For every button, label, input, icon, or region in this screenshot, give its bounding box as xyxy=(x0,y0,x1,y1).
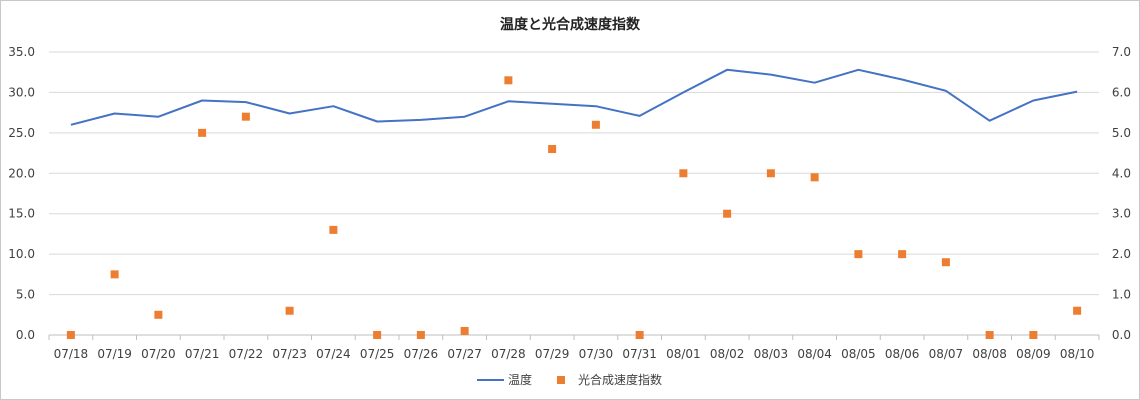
x-axis-tick-label: 08/05 xyxy=(841,347,876,361)
x-axis-tick-label: 08/03 xyxy=(754,347,789,361)
right-axis-tick-label: 0.0 xyxy=(1112,328,1131,342)
left-axis-ticks: 0.0 5.0 10.0 15.0 20.0 25.0 30.0 35.0 xyxy=(8,45,35,342)
series-layer xyxy=(66,68,1082,339)
left-axis-tick-label: 0.0 xyxy=(16,328,35,342)
x-axis-tick-label: 07/29 xyxy=(535,347,570,361)
x-axis-tick-label: 08/06 xyxy=(885,347,920,361)
legend-label-photosynthesis: 光合成速度指数 xyxy=(578,372,662,387)
gridlines xyxy=(48,51,1100,340)
right-axis-tick-label: 1.0 xyxy=(1112,288,1131,302)
left-axis-tick-label: 10.0 xyxy=(8,247,35,261)
x-axis-tick-label: 07/25 xyxy=(360,347,395,361)
x-axis-tick-label: 07/23 xyxy=(272,347,307,361)
x-axis-tick-label: 08/04 xyxy=(797,347,832,361)
chart-title: 温度と光合成速度指数 xyxy=(500,16,641,33)
x-axis-tick-label: 07/24 xyxy=(316,347,351,361)
x-axis-tick-label: 08/09 xyxy=(1016,347,1051,361)
photosynthesis-point xyxy=(154,310,163,319)
x-axis-tick-label: 07/30 xyxy=(579,347,614,361)
temperature-line xyxy=(70,68,1078,126)
x-axis-tick-label: 07/27 xyxy=(447,347,482,361)
x-axis-tick-label: 08/02 xyxy=(710,347,745,361)
left-axis-tick-label: 15.0 xyxy=(8,207,35,221)
photosynthesis-point xyxy=(985,331,994,339)
photosynthesis-point xyxy=(1073,306,1082,315)
x-axis-tick-label: 07/20 xyxy=(141,347,176,361)
x-axis-tick-label: 07/19 xyxy=(97,347,132,361)
x-axis-tick-label: 07/18 xyxy=(54,347,89,361)
x-axis-tick-label: 07/22 xyxy=(229,347,264,361)
x-axis-tick-label: 07/21 xyxy=(185,347,220,361)
photosynthesis-point xyxy=(285,306,294,315)
photosynthesis-point xyxy=(373,331,382,339)
photosynthesis-point xyxy=(854,250,863,259)
right-axis-tick-label: 7.0 xyxy=(1112,45,1131,59)
photosynthesis-point xyxy=(941,258,950,267)
x-axis-tick-label: 08/07 xyxy=(929,347,964,361)
legend-label-temperature: 温度 xyxy=(508,372,532,387)
left-axis-tick-label: 30.0 xyxy=(8,85,35,99)
left-axis-tick-label: 20.0 xyxy=(8,166,35,180)
photosynthesis-point xyxy=(1029,331,1038,339)
x-axis-tick-label: 08/10 xyxy=(1060,347,1095,361)
x-axis-ticks: 07/18 07/19 07/20 07/21 07/22 07/23 07/24 07/25… xyxy=(54,347,1095,361)
legend: 温度 光合成速度指数 xyxy=(477,372,662,387)
photosynthesis-point xyxy=(810,173,819,182)
photosynthesis-point xyxy=(198,128,207,137)
photosynthesis-point xyxy=(635,331,644,339)
photosynthesis-point xyxy=(241,112,250,121)
right-axis-ticks: 0.0 1.0 2.0 3.0 4.0 5.0 6.0 7.0 xyxy=(1112,45,1131,342)
x-axis-tick-label: 07/28 xyxy=(491,347,526,361)
left-axis-tick-label: 5.0 xyxy=(16,288,35,302)
photosynthesis-point xyxy=(591,120,600,129)
right-axis-tick-label: 5.0 xyxy=(1112,126,1131,140)
left-axis-tick-label: 35.0 xyxy=(8,45,35,59)
photosynthesis-point xyxy=(416,331,425,339)
photosynthesis-point xyxy=(66,331,75,339)
photosynthesis-point xyxy=(766,169,775,178)
right-axis-tick-label: 4.0 xyxy=(1112,166,1131,180)
right-axis-tick-label: 6.0 xyxy=(1112,85,1131,99)
photosynthesis-point xyxy=(548,145,557,154)
photosynthesis-point xyxy=(723,209,732,218)
photosynthesis-point xyxy=(110,270,119,279)
x-axis-tick-label: 07/26 xyxy=(404,347,439,361)
photosynthesis-point xyxy=(898,250,907,259)
x-axis-tick-label: 08/01 xyxy=(666,347,701,361)
legend-marker-swatch xyxy=(557,376,565,384)
x-axis-tick-label: 08/08 xyxy=(972,347,1007,361)
photosynthesis-point xyxy=(679,169,688,178)
right-axis-tick-label: 3.0 xyxy=(1112,207,1131,221)
x-axis-tick-label: 07/31 xyxy=(622,347,657,361)
right-axis-tick-label: 2.0 xyxy=(1112,247,1131,261)
photosynthesis-point xyxy=(329,225,338,234)
left-axis-tick-label: 25.0 xyxy=(8,126,35,140)
photosynthesis-point xyxy=(504,76,513,85)
photosynthesis-point xyxy=(460,326,469,335)
